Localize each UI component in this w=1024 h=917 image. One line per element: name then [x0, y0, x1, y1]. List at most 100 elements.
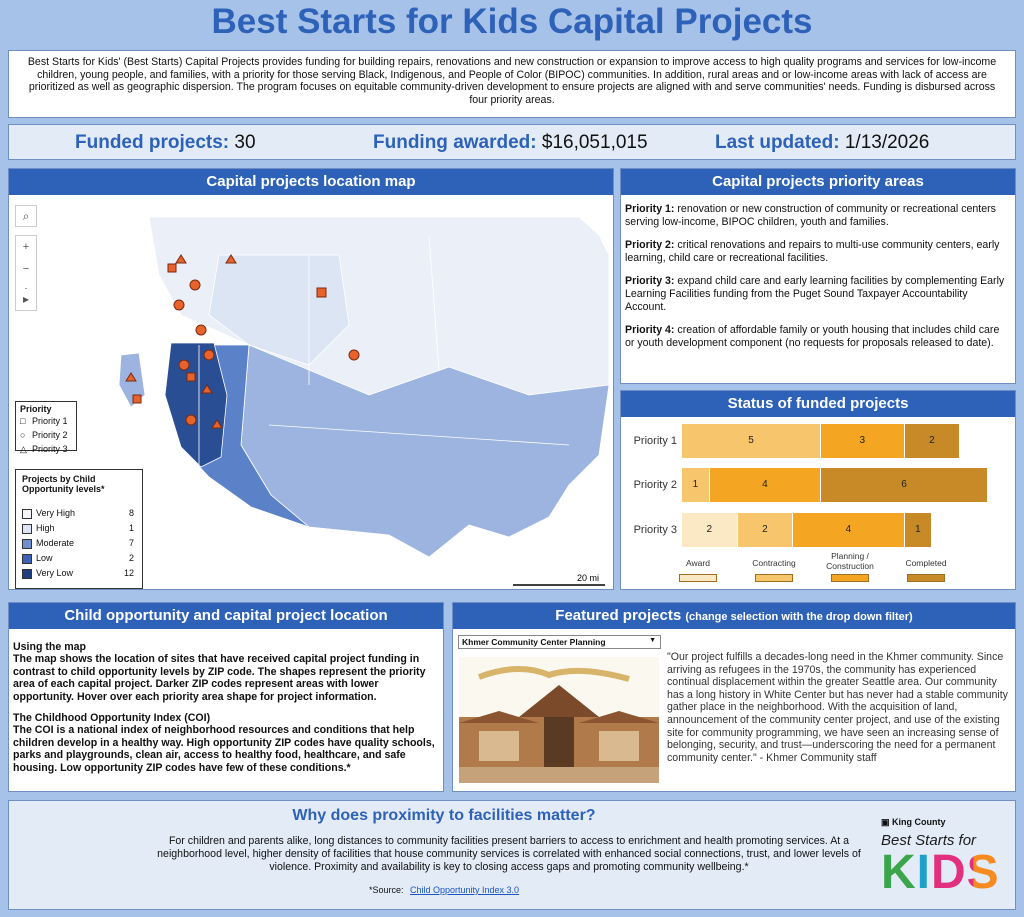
value-label: 6: [901, 479, 907, 490]
legend-swatch: [679, 574, 717, 582]
priority-panel: Capital projects priority areas Priority…: [620, 168, 1016, 384]
legend-item: Very High 8: [22, 508, 136, 523]
priority-item: Priority 1: renovation or new constructi…: [625, 203, 1007, 228]
priority-text: creation of affordable family or youth h…: [625, 324, 1000, 349]
value-label: 2: [706, 524, 713, 535]
legend-title: Priority: [20, 404, 52, 414]
legend-swatch: [22, 523, 32, 534]
project-photo: [459, 657, 659, 783]
bar-segment: 5: [682, 424, 822, 458]
legend-label: Planning / Construction: [826, 551, 874, 571]
priority-legend: Priority □ Priority 1 ○ Priority 2 △ Priority…: [15, 401, 77, 454]
panel-subtitle: (change selection with the drop down fil…: [685, 611, 913, 623]
stats-bar: Funded projects: 30 Funding awarded: $16…: [8, 124, 1016, 160]
legend-label: Very Low: [36, 568, 74, 578]
coi-section: The Childhood Opportunity Index (COI) The…: [13, 712, 439, 774]
page-title: Best Starts for Kids Capital Projects: [211, 2, 813, 41]
legend-symbol: ○: [20, 430, 26, 440]
priority-item: Priority 2: critical renovations and rep…: [625, 239, 1007, 264]
bar-segment: 1: [682, 468, 710, 502]
legend-swatch: [22, 538, 32, 549]
priority-label: Priority 3:: [625, 275, 675, 288]
value-label: 5: [748, 435, 754, 446]
footer-title: Why does proximity to facilities matter?: [292, 807, 596, 824]
priority-item: Priority 4: creation of affordable famil…: [625, 324, 1007, 349]
stat-value: 30: [234, 132, 256, 153]
stat-label: Last updated:: [715, 132, 840, 153]
bar-segment: 4: [709, 468, 822, 502]
panel-title: Featured projects: [555, 607, 682, 624]
coi-legend: Projects by Child Opportunity levels* Ve…: [15, 469, 143, 589]
play-button[interactable]: ▸: [15, 289, 37, 311]
dropdown-value: Khmer Community Center Planning: [462, 637, 606, 647]
legend-count: 2: [128, 553, 134, 563]
bar-segment: 3: [821, 424, 905, 458]
value-label: 4: [762, 479, 768, 490]
stat-label: Funded projects:: [75, 132, 230, 153]
panel-title: Capital projects priority areas: [621, 169, 1015, 195]
stat-value: 1/13/2026: [844, 132, 930, 153]
priority-text: expand child care and early learning fac…: [625, 275, 1005, 313]
legend-swatch: [831, 574, 869, 582]
legend-symbol: △: [20, 444, 27, 454]
source-label: *Source:: [368, 885, 404, 895]
legend-title: Projects by Child Opportunity levels*: [22, 474, 105, 494]
legend-label: Priority 1: [32, 416, 68, 426]
map[interactable]: 20 mi: [9, 195, 613, 589]
y-tick-label: Priority 2: [633, 479, 677, 491]
priority-label: Priority 4:: [625, 324, 675, 337]
panel-title: Capital projects location map: [9, 169, 613, 195]
legend-item: □ Priority 1: [20, 414, 72, 428]
section-text: The COI is a national index of neighborh…: [13, 724, 435, 774]
legend-label: Completed: [905, 558, 947, 568]
legend-swatch: [907, 574, 945, 582]
chart: Priority 1 5 3 2 Priority 2 1 4 6 Priority 3 2 2 4 1…: [621, 391, 1015, 589]
project-dropdown[interactable]: Khmer Community Center Planning ▼: [458, 635, 661, 649]
bar-segment: 2: [904, 424, 961, 458]
legend-swatch: [22, 508, 32, 519]
coi-section: Using the map The map shows the location …: [13, 641, 439, 703]
legend-item: ○ Priority 2: [20, 428, 72, 442]
section-text: The map shows the location of sites that…: [13, 653, 426, 703]
priority-item: Priority 3: expand child care and early …: [625, 275, 1007, 313]
project-quote: "Our project fulfills a decades-long nee…: [667, 651, 1008, 764]
zip-area[interactable]: [164, 342, 228, 468]
y-tick-label: Priority 1: [633, 435, 677, 447]
coi-panel: Child opportunity and capital project lo…: [8, 602, 444, 792]
section-heading: The Childhood Opportunity Index (COI): [13, 712, 211, 725]
logo-line2: KIDS: [881, 849, 1013, 897]
priority-text: renovation or new construction of commun…: [625, 203, 996, 228]
legend-count: 8: [128, 508, 134, 518]
map-scale: 20 mi: [577, 573, 599, 583]
value-label: 2: [762, 524, 768, 535]
value-label: 2: [929, 435, 935, 446]
bar-segment: 2: [737, 513, 794, 547]
legend-item: Moderate 7: [22, 538, 136, 553]
logo: ▣ King County Best Starts for KIDS: [881, 817, 1013, 897]
legend-symbol: □: [20, 416, 26, 426]
footer-panel: Why does proximity to facilities matter?…: [8, 800, 1016, 910]
legend-label: Contracting: [752, 558, 796, 568]
legend-label: Very High: [36, 508, 76, 518]
map-panel: Capital projects location map 20 mi ⌕ + −…: [8, 168, 614, 590]
priority-text: critical renovations and repairs to mult…: [625, 239, 1000, 264]
legend-swatch: [22, 553, 32, 564]
source-link[interactable]: Child Opportunity Index 3.0: [409, 885, 520, 895]
bar-segment: 6: [821, 468, 988, 502]
priority-label: Priority 1:: [625, 203, 675, 215]
stat-label: Funding awarded:: [373, 132, 537, 153]
legend-item: Low 2: [22, 553, 136, 568]
value-label: 1: [915, 524, 921, 535]
bar-segment: 4: [793, 513, 905, 547]
bar-segment: 2: [682, 513, 738, 547]
y-tick-label: Priority 3: [633, 524, 677, 536]
value-label: 1: [692, 479, 699, 490]
search-button[interactable]: ⌕: [15, 205, 37, 227]
legend-item: Very Low 12: [22, 568, 136, 583]
legend-label: Priority 2: [32, 430, 68, 440]
footer-text: For children and parents alike, long dis…: [157, 835, 861, 873]
legend-label: Low: [36, 553, 53, 563]
bar-segment: 1: [904, 513, 933, 547]
legend-swatch: [755, 574, 793, 582]
